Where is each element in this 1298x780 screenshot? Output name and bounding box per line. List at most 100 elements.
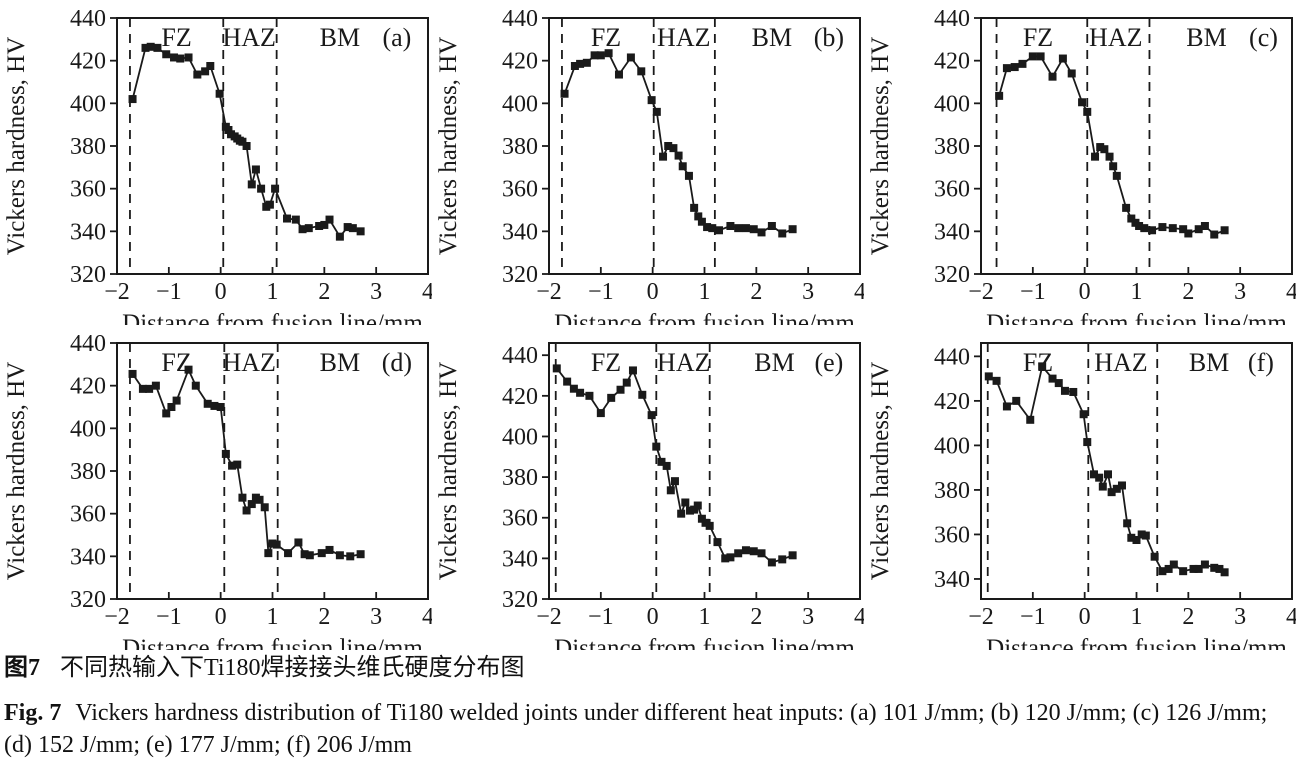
x-tick-label: 0 bbox=[215, 279, 227, 305]
hardness-data-point bbox=[1132, 536, 1141, 545]
hardness-data-point bbox=[1112, 171, 1121, 180]
hardness-data-point bbox=[703, 223, 712, 232]
chart-panel-f: −2 −1 0 1 2 3 4 340 360 380 400 420 440 FZ HAZ BM (f) Dis… bbox=[864, 325, 1296, 650]
zone-label-haz: HAZ bbox=[222, 23, 275, 52]
hardness-data-point bbox=[628, 366, 637, 375]
hardness-data-point bbox=[726, 553, 735, 562]
y-tick-label: 340 bbox=[70, 544, 106, 570]
hardness-data-point bbox=[193, 70, 202, 79]
hardness-data-point bbox=[210, 401, 219, 410]
hardness-data-point bbox=[576, 59, 585, 68]
hardness-data-point bbox=[167, 403, 176, 411]
hardness-data-point bbox=[1100, 145, 1109, 154]
caption-english-text: Vickers hardness distribution of Ti180 w… bbox=[4, 700, 1268, 758]
hardness-data-point bbox=[146, 42, 155, 51]
chart-grid: −2 −1 0 1 2 3 4 320 340 360 380 400 420 440 FZ HAZ BM (a)… bbox=[3, 6, 1296, 650]
hardness-data-point bbox=[637, 67, 646, 76]
y-tick-label: 440 bbox=[502, 6, 538, 32]
zone-label-haz: HAZ bbox=[222, 348, 275, 377]
x-axis-title: Distance from fusion line/mm bbox=[122, 310, 423, 325]
hardness-data-line bbox=[998, 55, 1225, 236]
hardness-data-point bbox=[1096, 143, 1105, 152]
hardness-data-point bbox=[708, 224, 717, 233]
hardness-data-point bbox=[690, 203, 699, 212]
hardness-data-point bbox=[298, 225, 307, 234]
x-tick-label: −1 bbox=[588, 279, 614, 305]
hardness-data-point bbox=[325, 545, 334, 554]
y-axis-title: Vickers hardness, HV bbox=[3, 362, 30, 581]
hardness-data-point bbox=[238, 137, 247, 146]
figure-caption: 图7 不同热输入下Ti180焊接接头维氏硬度分布图 Fig. 7 Vickers h… bbox=[4, 652, 1294, 761]
y-tick-label: 420 bbox=[502, 384, 538, 410]
y-tick-label: 400 bbox=[70, 416, 106, 442]
hardness-data-point bbox=[778, 555, 787, 564]
hardness-data-point bbox=[684, 171, 693, 180]
hardness-data-point bbox=[268, 539, 277, 548]
x-tick-label: 1 bbox=[1131, 279, 1143, 305]
y-tick-label: 340 bbox=[934, 219, 970, 245]
hardness-data-point bbox=[141, 43, 150, 52]
hardness-data-point bbox=[151, 381, 160, 390]
hardness-data-point bbox=[734, 549, 743, 558]
caption-chinese: 图7 不同热输入下Ti180焊接接头维氏硬度分布图 bbox=[4, 652, 1294, 684]
y-tick-label: 440 bbox=[502, 343, 538, 369]
x-tick-label: −1 bbox=[1020, 604, 1046, 630]
hardness-data-point bbox=[616, 385, 625, 394]
hardness-data-point bbox=[1189, 564, 1198, 573]
hardness-data-point bbox=[184, 365, 193, 374]
hardness-data-point bbox=[560, 89, 569, 98]
hardness-data-point bbox=[1083, 438, 1092, 447]
hardness-data-point bbox=[251, 165, 260, 174]
hardness-data-line bbox=[131, 367, 361, 558]
zone-label-fz: FZ bbox=[591, 23, 621, 52]
hardness-data-point bbox=[170, 53, 179, 62]
hardness-data-point bbox=[1200, 560, 1209, 569]
hardness-data-point bbox=[1184, 229, 1193, 238]
hardness-data-point bbox=[335, 551, 344, 560]
hardness-data-point bbox=[657, 457, 666, 466]
x-tick-label: 3 bbox=[370, 604, 382, 630]
hardness-data-point bbox=[697, 217, 706, 226]
y-tick-label: 440 bbox=[934, 344, 970, 370]
hardness-data-point bbox=[1210, 230, 1219, 239]
x-tick-label: 3 bbox=[1234, 279, 1246, 305]
x-axis-title: Distance from fusion line/mm bbox=[986, 310, 1287, 325]
x-tick-label: 1 bbox=[267, 279, 279, 305]
zone-label-haz: HAZ bbox=[657, 348, 710, 377]
hardness-data-point bbox=[283, 214, 292, 223]
y-tick-label: 320 bbox=[934, 262, 970, 288]
zone-label-fz: FZ bbox=[591, 348, 621, 377]
x-tick-label: −2 bbox=[536, 279, 562, 305]
axis-frame bbox=[980, 17, 1293, 275]
hardness-data-point bbox=[138, 384, 147, 393]
panel-letter-label: (b) bbox=[814, 23, 844, 52]
zone-label-bm: BM bbox=[1186, 23, 1226, 52]
y-tick-label: 440 bbox=[70, 6, 106, 32]
y-tick-label: 340 bbox=[934, 567, 970, 593]
hardness-data-point bbox=[1002, 402, 1011, 411]
hardness-data-point bbox=[356, 550, 365, 559]
x-tick-label: 4 bbox=[1286, 604, 1296, 630]
y-tick-label: 420 bbox=[502, 49, 538, 75]
x-tick-label: −2 bbox=[104, 604, 130, 630]
hardness-data-point bbox=[1028, 52, 1037, 61]
hardness-data-point bbox=[694, 212, 703, 221]
y-axis-title: Vickers hardness, HV bbox=[867, 362, 894, 581]
hardness-data-point bbox=[666, 486, 675, 495]
hardness-data-point bbox=[995, 91, 1004, 100]
hardness-data-point bbox=[1150, 552, 1159, 561]
hardness-data-point bbox=[203, 399, 212, 408]
hardness-data-point bbox=[1069, 387, 1078, 396]
hardness-data-point bbox=[1148, 226, 1157, 235]
x-tick-label: 4 bbox=[854, 604, 864, 630]
hardness-data-point bbox=[1002, 64, 1011, 73]
hardness-data-point bbox=[713, 538, 722, 547]
y-tick-label: 400 bbox=[502, 424, 538, 450]
hardness-data-point bbox=[659, 152, 668, 161]
hardness-data-point bbox=[1112, 484, 1121, 493]
x-tick-label: 1 bbox=[267, 604, 279, 630]
hardness-data-point bbox=[607, 393, 616, 402]
y-tick-label: 420 bbox=[934, 49, 970, 75]
